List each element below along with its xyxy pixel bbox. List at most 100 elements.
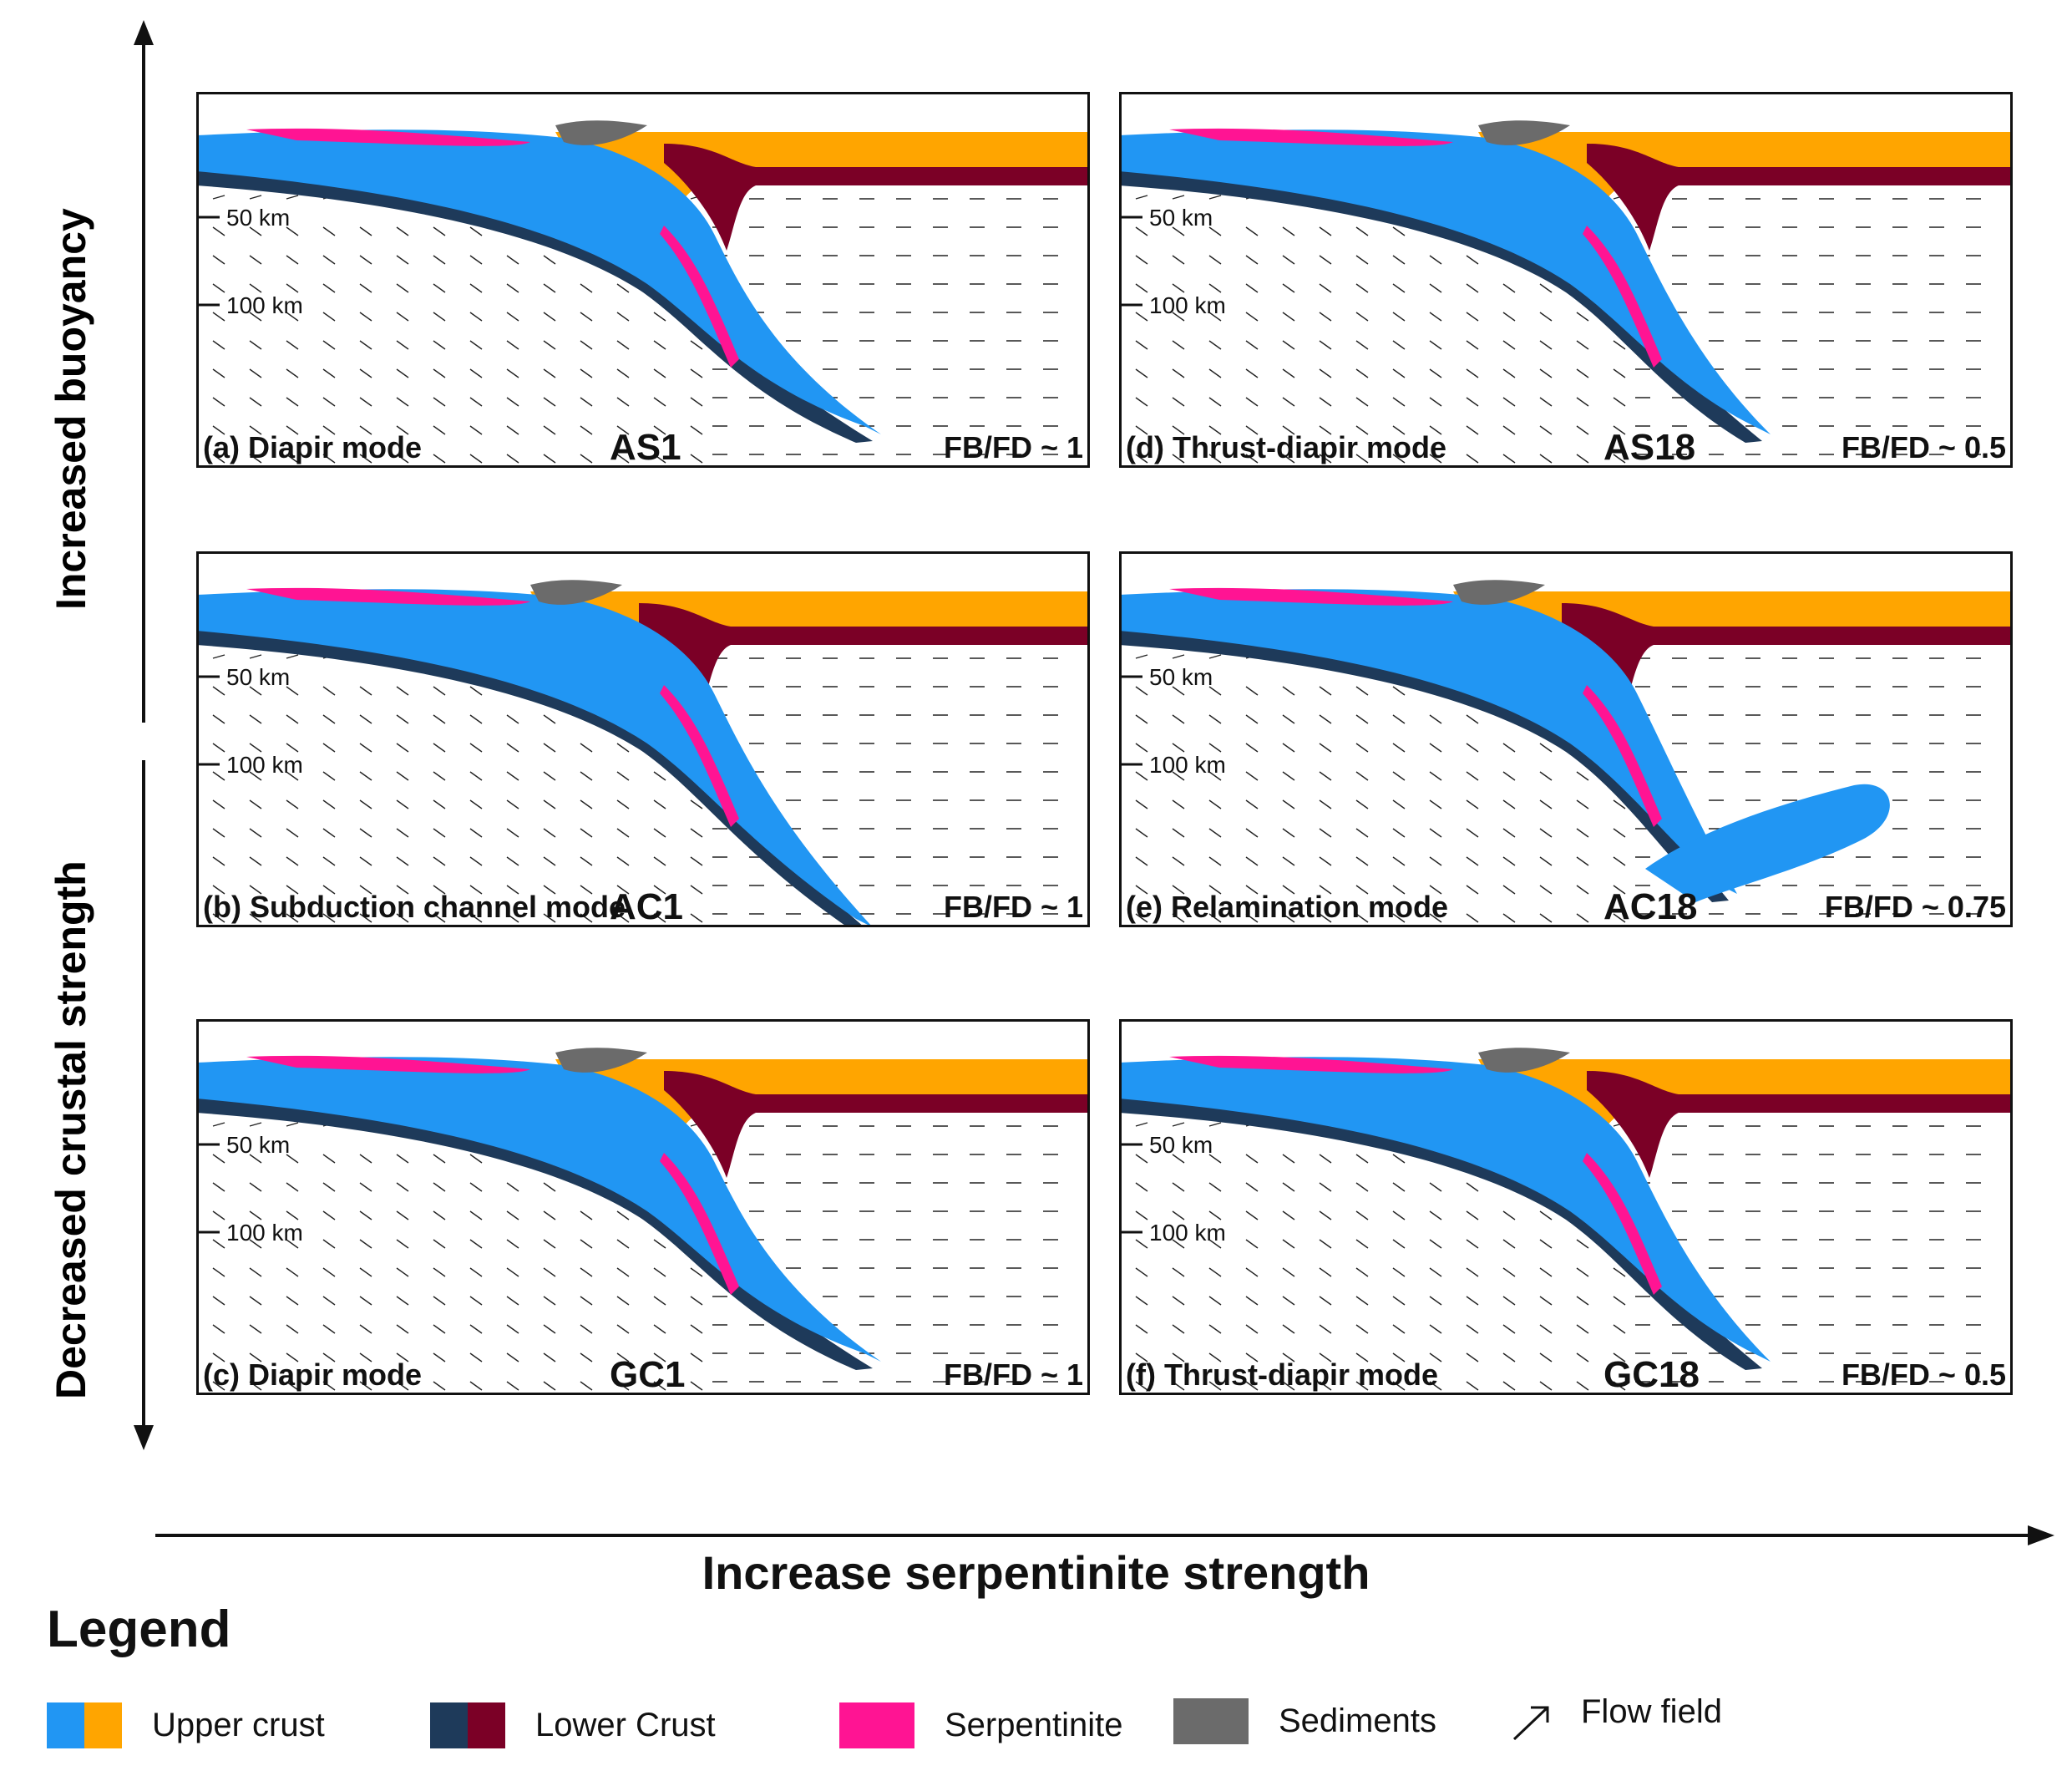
flow-arrow xyxy=(469,1210,483,1220)
flow-arrow xyxy=(1502,283,1516,293)
flow-arrow xyxy=(543,913,556,923)
flow-arrow xyxy=(1613,856,1626,866)
flow-arrow xyxy=(1172,1267,1185,1277)
flow-arrow xyxy=(1429,743,1442,753)
flow-arrow xyxy=(212,828,225,838)
serpentinite-channel xyxy=(660,685,739,827)
flow-arrow xyxy=(1282,1381,1295,1391)
flow-arrow xyxy=(212,1182,225,1192)
flow-arrow xyxy=(249,368,262,378)
flow-arrow xyxy=(1502,828,1516,838)
flow-arrow xyxy=(1172,686,1185,696)
flow-arrow xyxy=(1429,828,1442,838)
flow-arrow xyxy=(1319,226,1332,236)
flow-arrow xyxy=(1172,283,1185,293)
flow-arrow xyxy=(1135,1267,1148,1277)
flow-arrow xyxy=(1466,828,1479,838)
flow-arrow xyxy=(1502,885,1516,895)
flow-arrow xyxy=(1429,885,1442,895)
flow-arrow xyxy=(1135,1352,1148,1362)
flow-arrow xyxy=(359,799,372,809)
flow-arrow xyxy=(1355,283,1369,293)
legend-label: Serpentinite xyxy=(945,1706,1123,1743)
flow-arrow xyxy=(433,283,446,293)
flow-arrow xyxy=(1208,771,1222,781)
flow-arrow xyxy=(1319,885,1332,895)
flow-arrow xyxy=(1135,195,1148,200)
flow-arrow xyxy=(359,368,372,378)
flow-arrow xyxy=(1392,856,1406,866)
flow-arrow xyxy=(1466,856,1479,866)
flow-arrow xyxy=(543,312,556,322)
flow-arrow xyxy=(1355,255,1369,265)
flow-arrow xyxy=(433,1324,446,1334)
flow-arrow xyxy=(616,454,630,464)
flow-arrow xyxy=(653,1267,666,1277)
axis-label-crustal-strength: Decreased crustal strength xyxy=(48,860,94,1399)
flow-arrow xyxy=(359,856,372,866)
flow-arrow xyxy=(616,1324,630,1334)
flow-arrow xyxy=(433,743,446,753)
flow-arrow xyxy=(1282,1352,1295,1362)
flow-arrow xyxy=(249,1182,262,1192)
flow-arrow xyxy=(1502,1324,1516,1334)
flow-arrow xyxy=(1539,799,1553,809)
flow-arrow xyxy=(433,1239,446,1249)
flow-arrow xyxy=(653,1352,666,1362)
panel-mode-label: (a) Diapir mode xyxy=(203,430,422,464)
flow-arrow xyxy=(1429,1239,1442,1249)
flow-arrow xyxy=(1319,743,1332,753)
flow-arrow xyxy=(690,368,703,378)
flow-arrow xyxy=(1355,1296,1369,1306)
flow-arrow xyxy=(1466,1182,1479,1192)
flow-arrow xyxy=(322,828,336,838)
flow-arrow xyxy=(1576,454,1589,464)
flow-arrow xyxy=(469,686,483,696)
flow-arrow xyxy=(1576,799,1589,809)
flow-arrow xyxy=(1392,1267,1406,1277)
flow-arrow xyxy=(1245,425,1259,435)
flow-arrow xyxy=(469,714,483,724)
flow-arrow xyxy=(1245,1182,1259,1192)
flow-arrow xyxy=(1282,425,1295,435)
flow-arrow xyxy=(212,771,225,781)
flow-arrow xyxy=(1245,686,1259,696)
flow-arrow xyxy=(1576,771,1589,781)
depth-label-50: 50 km xyxy=(226,664,290,690)
flow-arrow xyxy=(359,312,372,322)
flow-arrow xyxy=(322,771,336,781)
panel-mode-label: (f) Thrust-diapir mode xyxy=(1126,1357,1438,1392)
flow-arrow xyxy=(1135,283,1148,293)
flow-arrow xyxy=(1135,425,1148,435)
flow-arrow xyxy=(1282,1324,1295,1334)
flow-arrow xyxy=(653,799,666,809)
flow-arrow xyxy=(506,1182,519,1192)
flow-arrow xyxy=(1172,885,1185,895)
serpentinite-channel xyxy=(1583,226,1662,368)
flow-arrow xyxy=(433,686,446,696)
flow-arrow xyxy=(1319,340,1332,350)
flow-arrow xyxy=(1355,1352,1369,1362)
flow-arrow xyxy=(359,743,372,753)
flow-arrow xyxy=(506,1352,519,1362)
flow-arrow xyxy=(469,1381,483,1391)
flow-arrow xyxy=(212,1239,225,1249)
flow-arrow xyxy=(322,686,336,696)
flow-arrow xyxy=(1208,1239,1222,1249)
flow-arrow xyxy=(580,368,593,378)
sediments-wedge xyxy=(555,120,647,145)
flow-arrow xyxy=(543,799,556,809)
flow-arrow xyxy=(286,1154,299,1164)
flow-arrow xyxy=(690,1296,703,1306)
flow-arrow xyxy=(506,856,519,866)
flow-arrow xyxy=(322,340,336,350)
serpentinite-layer xyxy=(1169,128,1453,146)
flow-arrow xyxy=(359,771,372,781)
flow-arrow xyxy=(1429,1182,1442,1192)
flow-arrow xyxy=(1466,1267,1479,1277)
flow-arrow xyxy=(359,1210,372,1220)
flow-arrow xyxy=(286,686,299,696)
flow-arrow xyxy=(1613,368,1626,378)
flow-arrow xyxy=(286,1352,299,1362)
flow-arrow xyxy=(1613,1267,1626,1277)
